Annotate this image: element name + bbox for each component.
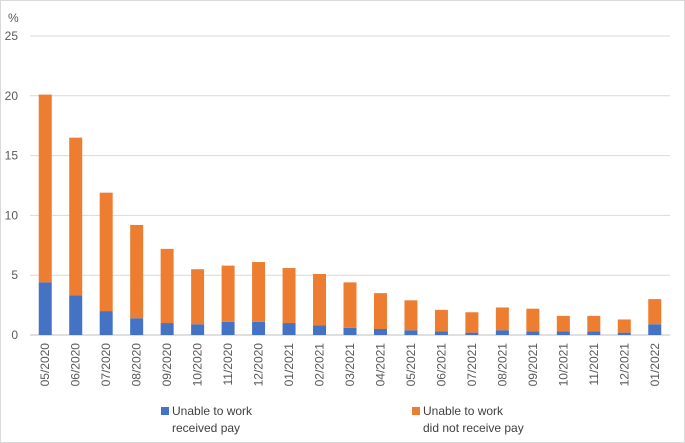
x-tick-label: 06/2020	[69, 343, 83, 387]
bar-segment-received-pay	[434, 331, 448, 335]
x-tick-label: 05/2021	[404, 343, 418, 387]
bar-segment-received-pay	[556, 331, 570, 335]
bar-segment-did-not-receive-pay	[221, 265, 235, 322]
x-tick-label: 01/2021	[282, 343, 296, 387]
x-tick-label: 02/2021	[313, 343, 327, 387]
bar-segment-received-pay	[404, 330, 418, 335]
bar-segment-received-pay	[221, 321, 235, 335]
y-tick-label: 15	[5, 149, 19, 163]
bar-segment-did-not-receive-pay	[587, 315, 601, 332]
bars	[38, 94, 662, 335]
bar-segment-did-not-receive-pay	[465, 312, 479, 333]
bar-segment-did-not-receive-pay	[191, 269, 205, 325]
x-tick-label: 03/2021	[343, 343, 357, 387]
bar-segment-received-pay	[313, 325, 327, 335]
bar-segment-did-not-receive-pay	[617, 319, 631, 333]
bar-segment-received-pay	[617, 332, 631, 335]
x-tick-label: 07/2021	[465, 343, 479, 387]
bar-segment-received-pay	[495, 330, 509, 335]
y-tick-labels: 0 5 10 15 20 25	[5, 29, 19, 342]
legend-swatch-did-not-receive-pay	[412, 407, 420, 415]
y-tick-label: 20	[5, 89, 19, 103]
x-tick-label: 10/2020	[191, 343, 205, 387]
legend-line-1: Unable to work	[423, 404, 504, 418]
x-tick-labels: 05/2020 06/2020 07/2020 08/2020 09/2020 10/20…	[38, 343, 662, 387]
bar-segment-received-pay	[99, 311, 113, 335]
x-tick-label: 12/2020	[252, 343, 266, 387]
x-tick-label: 09/2020	[160, 343, 174, 387]
x-tick-label: 09/2021	[526, 343, 540, 387]
bar-segment-did-not-receive-pay	[343, 282, 357, 328]
x-tick-label: 06/2021	[434, 343, 448, 387]
bar-segment-received-pay	[343, 327, 357, 335]
x-tick-label: 10/2021	[556, 343, 570, 387]
bar-segment-received-pay	[282, 323, 296, 335]
bar-segment-did-not-receive-pay	[99, 192, 113, 312]
y-unit-label: %	[8, 11, 19, 25]
bar-segment-did-not-receive-pay	[434, 309, 448, 332]
legend-label-did-not-receive-pay: Unable to work did not receive pay	[423, 403, 524, 437]
bar-segment-received-pay	[160, 323, 174, 335]
bar-segment-did-not-receive-pay	[160, 248, 174, 324]
x-tick-label: 01/2022	[648, 343, 662, 387]
x-tick-label: 12/2021	[617, 343, 631, 387]
bar-segment-did-not-receive-pay	[495, 307, 509, 331]
bar-segment-received-pay	[130, 318, 144, 335]
x-tick-label: 05/2020	[38, 343, 52, 387]
bar-segment-did-not-receive-pay	[404, 300, 418, 331]
bar-segment-received-pay	[373, 329, 387, 335]
legend-line-2: received pay	[172, 421, 241, 435]
bar-segment-did-not-receive-pay	[282, 268, 296, 324]
bar-segment-received-pay	[38, 282, 52, 335]
legend-label-received-pay: Unable to work received pay	[172, 403, 252, 437]
bar-segment-received-pay	[465, 332, 479, 335]
x-tick-label: 04/2021	[373, 343, 387, 387]
x-tick-label: 07/2020	[99, 343, 113, 387]
y-tick-label: 5	[11, 268, 18, 282]
x-tick-label: 11/2021	[587, 343, 601, 386]
y-tick-label: 25	[5, 29, 19, 43]
bar-segment-did-not-receive-pay	[556, 315, 570, 332]
bar-segment-did-not-receive-pay	[648, 299, 662, 325]
bar-segment-did-not-receive-pay	[313, 274, 327, 326]
legend-line-2: did not receive pay	[423, 421, 524, 435]
bar-segment-received-pay	[252, 321, 266, 335]
bar-segment-received-pay	[191, 324, 205, 335]
legend-line-1: Unable to work	[172, 404, 253, 418]
bar-segment-received-pay	[69, 295, 83, 335]
bar-segment-did-not-receive-pay	[526, 308, 540, 332]
bar-segment-received-pay	[648, 324, 662, 335]
x-tick-label: 08/2021	[495, 343, 509, 387]
bar-segment-did-not-receive-pay	[252, 262, 266, 322]
x-tick-label: 11/2020	[221, 343, 235, 386]
x-tick-label: 08/2020	[130, 343, 144, 387]
y-tick-label: 10	[5, 208, 19, 222]
bar-segment-did-not-receive-pay	[373, 293, 387, 330]
bar-segment-received-pay	[526, 331, 540, 335]
bar-segment-did-not-receive-pay	[130, 224, 144, 319]
legend-swatch-received-pay	[161, 407, 169, 415]
bar-segment-received-pay	[587, 331, 601, 335]
bar-segment-did-not-receive-pay	[69, 137, 83, 296]
bar-segment-did-not-receive-pay	[38, 94, 52, 283]
y-tick-label: 0	[11, 328, 18, 342]
